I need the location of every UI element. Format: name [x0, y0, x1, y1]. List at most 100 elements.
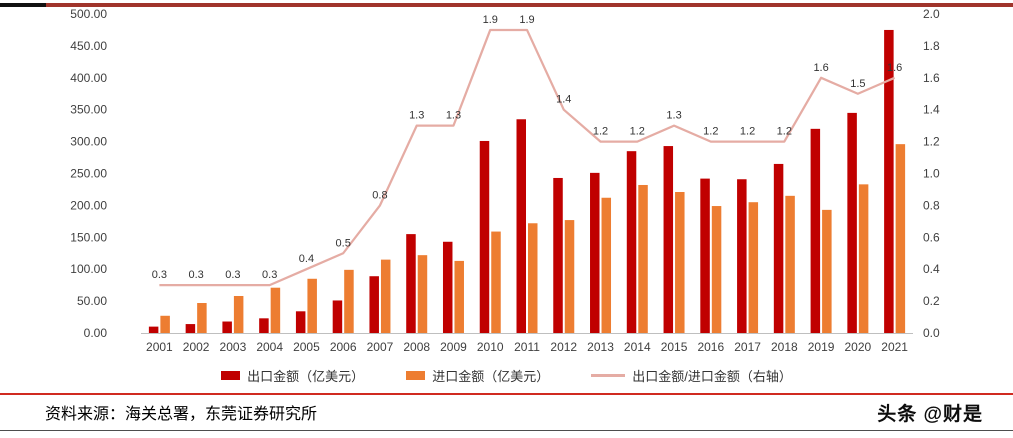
x-axis-label: 2002 — [183, 340, 210, 354]
x-axis-label: 2013 — [587, 340, 614, 354]
import-bar — [307, 278, 317, 333]
import-bar — [344, 269, 354, 333]
legend-item: 出口金额（亿美元） — [221, 366, 364, 385]
x-axis-label: 2001 — [146, 340, 173, 354]
x-axis-label: 2003 — [220, 340, 247, 354]
ratio-data-label: 1.2 — [593, 126, 608, 138]
x-axis-label: 2015 — [661, 340, 688, 354]
chart-legend: 出口金额（亿美元） 进口金额（亿美元） 出口金额/进口金额（右轴） — [0, 366, 1013, 385]
left-axis-tick: 350.00 — [70, 103, 107, 117]
ratio-line — [159, 28, 896, 287]
ratio-data-label: 0.3 — [188, 269, 203, 281]
bottom-rule — [0, 430, 1013, 431]
right-axis-tick: 0.8 — [923, 198, 940, 212]
right-axis-tick: 1.4 — [923, 103, 940, 117]
right-axis-tick: 0.0 — [923, 326, 940, 340]
ratio-data-label: 0.5 — [336, 237, 351, 249]
ratio-data-label: 0.3 — [225, 269, 240, 281]
left-axis-tick: 150.00 — [70, 230, 107, 244]
legend-label: 出口金额（亿美元） — [247, 369, 365, 384]
export-bar — [700, 178, 710, 333]
import-bar — [528, 223, 538, 333]
import-bar — [380, 259, 391, 333]
import-bar — [270, 287, 281, 333]
import-bar — [160, 315, 170, 333]
export-bar — [406, 234, 416, 333]
right-axis-tick: 2.0 — [923, 7, 940, 21]
import-bar — [675, 192, 685, 333]
export-bar — [590, 172, 600, 333]
import-bar — [822, 209, 832, 333]
export-bar — [773, 163, 784, 333]
import-bar — [454, 260, 464, 333]
export-bar — [442, 241, 453, 333]
left-axis-tick: 0.00 — [84, 326, 108, 340]
top-rule-black-segment — [0, 3, 46, 7]
left-axis-tick: 450.00 — [70, 39, 107, 53]
x-axis-label: 2005 — [293, 340, 320, 354]
footer-red-rule — [0, 393, 1013, 395]
export-bar — [259, 318, 269, 333]
top-rule-red-segment — [46, 3, 1013, 7]
x-axis-label: 2017 — [734, 340, 761, 354]
import-bar — [564, 220, 575, 333]
export-bar — [295, 311, 306, 333]
export-bar — [626, 151, 637, 333]
x-axis-label: 2009 — [440, 340, 467, 354]
import-bar — [711, 206, 722, 333]
left-axis-tick: 100.00 — [70, 262, 107, 276]
ratio-data-label: 1.2 — [630, 126, 645, 138]
left-axis-tick: 200.00 — [70, 198, 107, 212]
x-axis-label: 2020 — [845, 340, 872, 354]
export-bar — [737, 179, 747, 333]
export-bar — [516, 119, 526, 334]
left-axis-tick: 250.00 — [70, 167, 107, 181]
x-axis-label: 2018 — [771, 340, 798, 354]
export-import-chart: 0.00 50.00 100.00 150.00 200.00 250.00 300.00 3… — [70, 7, 940, 354]
import-bar — [491, 231, 501, 333]
x-axis-label: 2007 — [367, 340, 394, 354]
export-bar — [884, 29, 894, 333]
left-axis-tick: 500.00 — [70, 7, 107, 21]
import-bar — [748, 202, 759, 333]
footer-row: 资料来源：海关总署，东莞证券研究所 头条 @财是 — [45, 398, 983, 426]
ratio-data-label: 1.3 — [666, 110, 681, 122]
import-bar — [233, 295, 244, 333]
watermark: 头条 @财是 — [877, 403, 983, 425]
ratio-data-label: 1.4 — [556, 94, 571, 106]
x-axis-label: 2008 — [403, 340, 430, 354]
legend-item: 进口金额（亿美元） — [406, 366, 549, 385]
ratio-data-label: 1.3 — [446, 110, 461, 122]
export-bar — [479, 140, 490, 333]
ratio-data-label: 0.3 — [262, 269, 277, 281]
ratio-data-label: 1.5 — [850, 78, 865, 90]
left-axis-tick: 300.00 — [70, 135, 107, 149]
ratio-data-label: 0.3 — [152, 269, 167, 281]
source-note: 资料来源：海关总署，东莞证券研究所 — [45, 406, 318, 423]
import-bar — [858, 184, 869, 333]
right-axis-tick: 0.6 — [923, 230, 940, 244]
ratio-data-label: 1.2 — [740, 126, 755, 138]
ratio-data-label: 0.4 — [299, 253, 314, 265]
ratio-data-label: 1.3 — [409, 110, 424, 122]
import-bar — [895, 144, 906, 333]
legend-bar-swatch — [406, 371, 426, 380]
left-axis-tick: 400.00 — [70, 71, 107, 85]
import-bar — [417, 255, 428, 333]
x-axis-label: 2004 — [256, 340, 283, 354]
right-axis-tick: 1.8 — [923, 39, 940, 53]
export-bar — [222, 321, 232, 333]
ratio-data-label: 1.2 — [777, 126, 792, 138]
legend-label: 出口金额/进口金额（右轴） — [632, 369, 792, 384]
right-axis-tick: 0.2 — [923, 294, 940, 308]
export-bar — [332, 300, 343, 333]
export-bar — [369, 276, 379, 333]
x-axis-label: 2014 — [624, 340, 651, 354]
ratio-data-label: 0.8 — [372, 189, 387, 201]
legend-item: 出口金额/进口金额（右轴） — [591, 366, 792, 385]
right-axis-tick: 1.0 — [923, 167, 940, 181]
export-bar — [148, 326, 159, 333]
left-axis-tick: 50.00 — [77, 294, 107, 308]
export-bar — [663, 146, 674, 333]
